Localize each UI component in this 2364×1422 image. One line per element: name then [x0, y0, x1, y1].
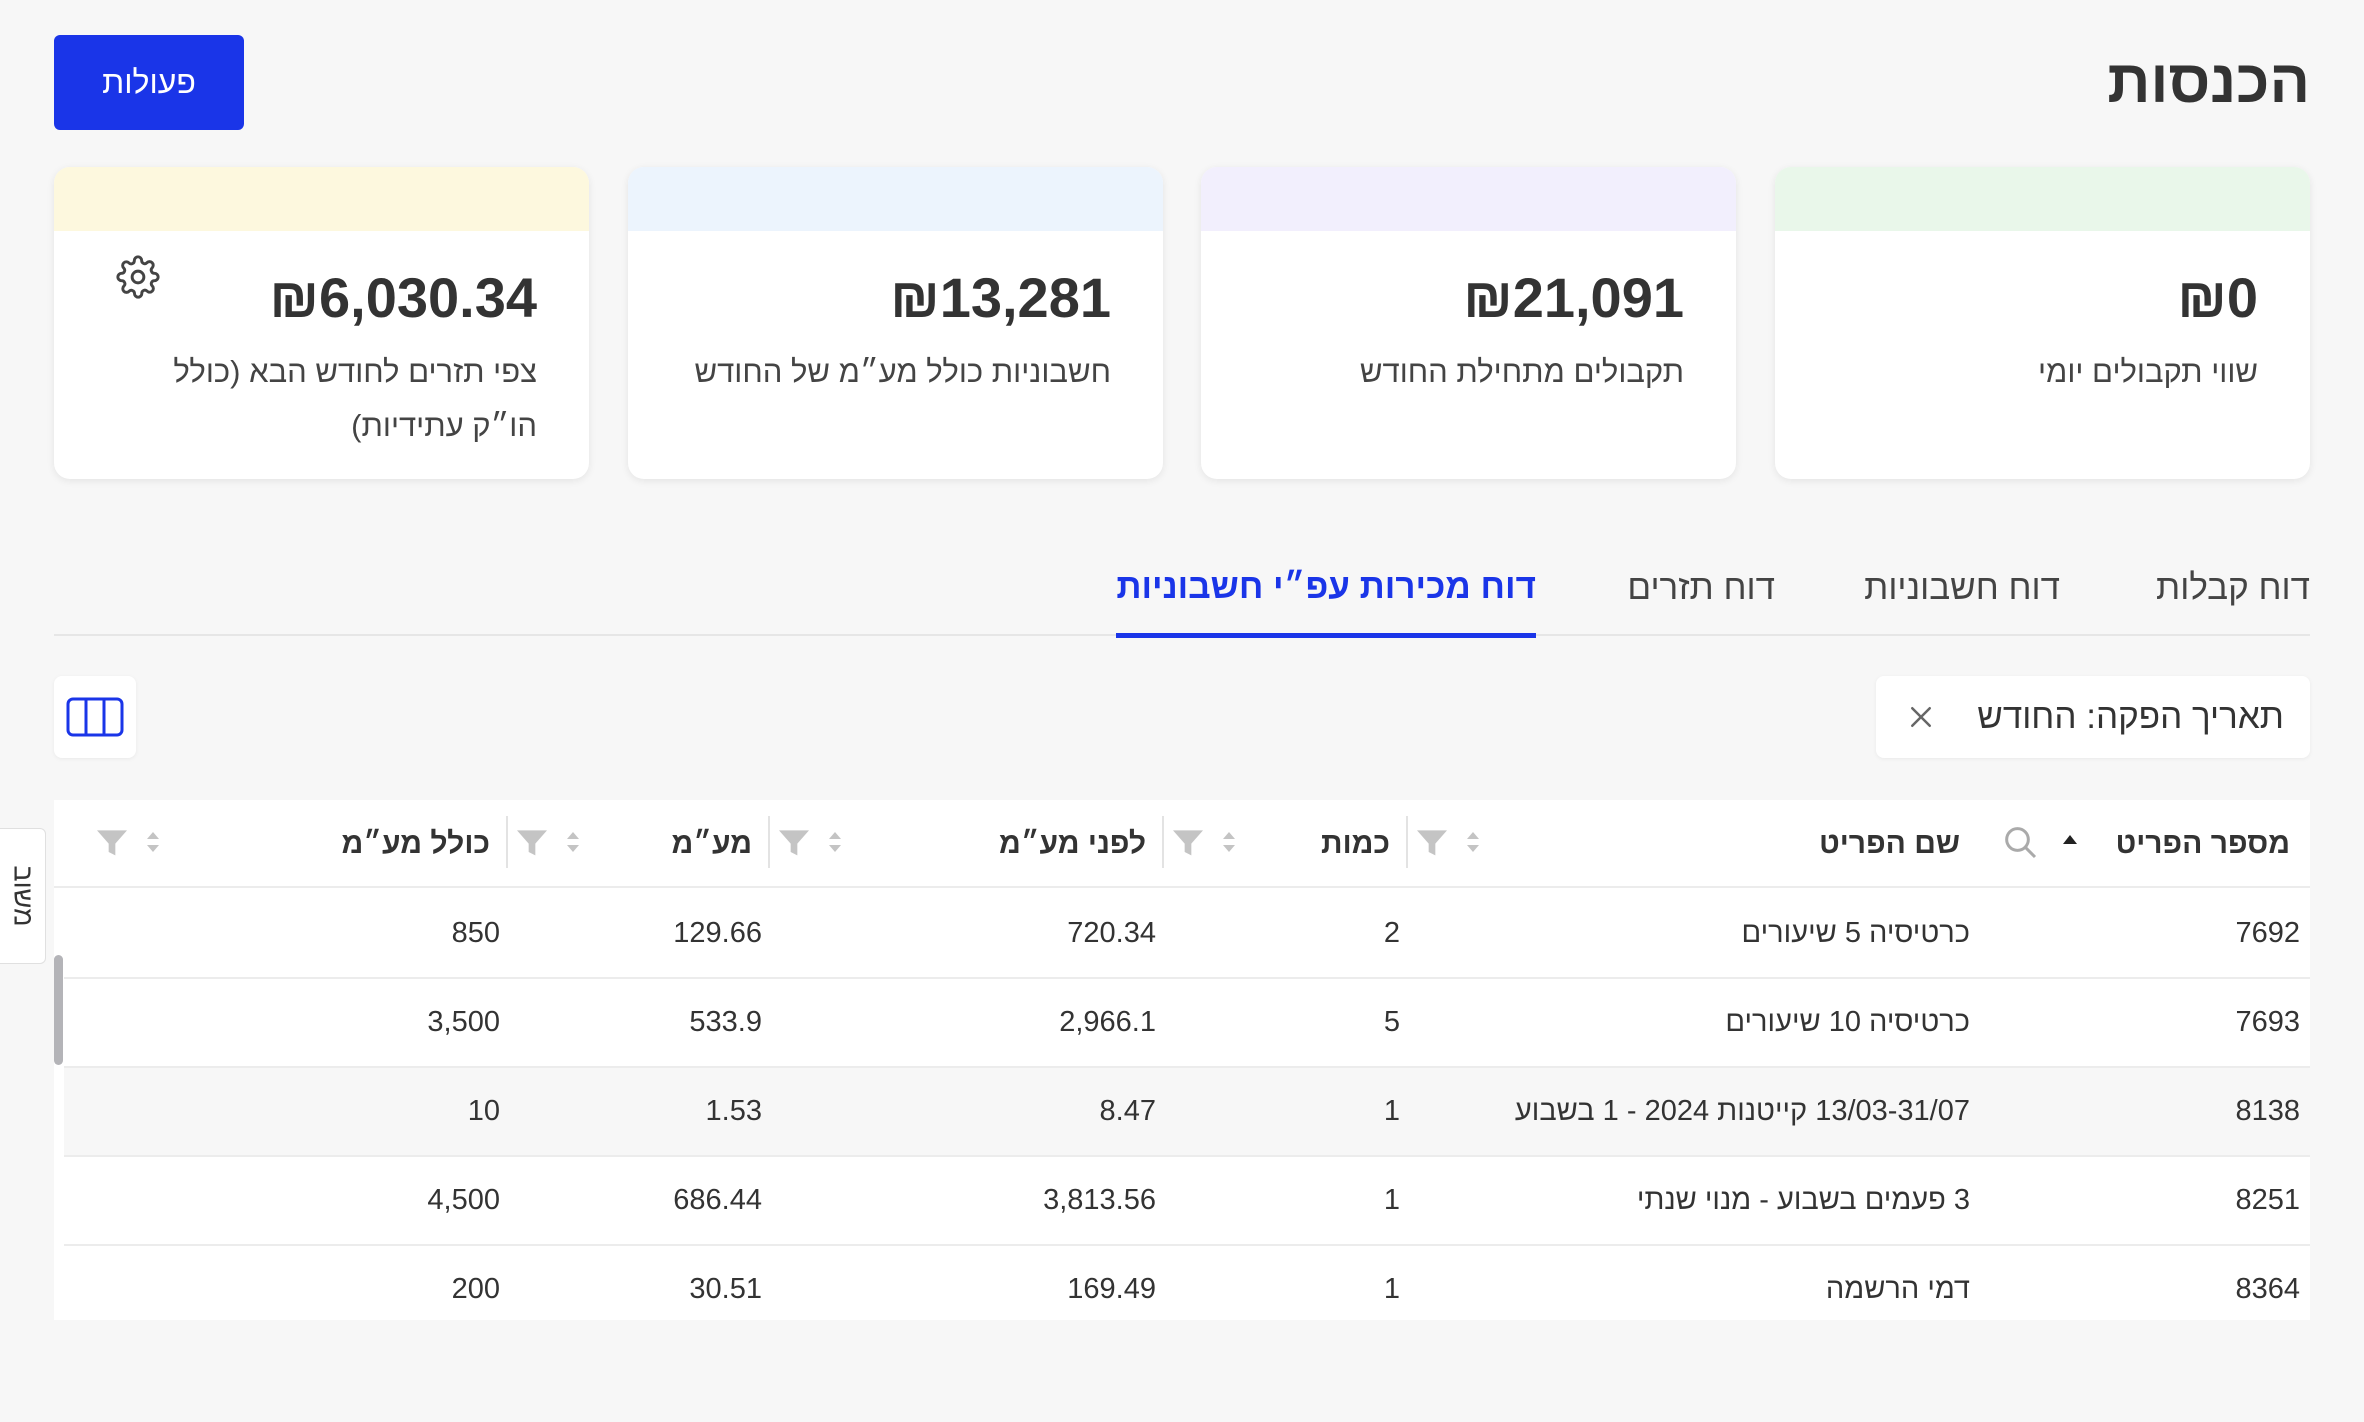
cell-before-vat: 2,966.1	[1059, 1006, 1156, 1038]
table-row[interactable]: 8364 דמי הרשמה 1 169.49 30.51 200	[64, 1246, 2310, 1320]
filter-chip-issue-date[interactable]: תאריך הפקה: החודש	[1876, 676, 2310, 758]
filter-icon[interactable]	[1412, 822, 1452, 862]
cell-vat: 533.9	[689, 1006, 762, 1038]
columns-icon	[66, 697, 124, 737]
actions-button[interactable]: פעולות	[54, 35, 244, 130]
kpi-card-cashflow-forecast: ₪6,030.34 צפי תזרים לחודש הבא (כולל הו״ק…	[54, 167, 589, 479]
cell-vat: 129.66	[673, 917, 762, 949]
card-band	[628, 167, 1163, 231]
close-icon[interactable]	[1906, 702, 1936, 732]
search-icon[interactable]	[2000, 822, 2040, 862]
filter-icon[interactable]	[92, 822, 132, 862]
cell-incl-vat: 10	[467, 1095, 500, 1127]
column-header-before-vat[interactable]: לפני מע״מ	[999, 827, 1146, 860]
kpi-label: חשבוניות כולל מע״מ של החודש	[694, 354, 1111, 389]
feedback-tab[interactable]: משוב	[0, 828, 46, 964]
sales-table: מספר הפריט שם הפריט כמות לפני מע״מ מע״מ	[54, 800, 2310, 1320]
sort-icon[interactable]	[140, 822, 166, 862]
table-row[interactable]: 7693 כרטיסיה 10 שיעורים 5 2,966.1 533.9 …	[64, 979, 2310, 1068]
table-row[interactable]: 8138 13/03-31/07 קייטנות 2024 - 1 בשבוע …	[64, 1068, 2310, 1157]
kpi-card-month-invoices: ₪13,281 חשבוניות כולל מע״מ של החודש	[628, 167, 1163, 479]
filter-icon[interactable]	[512, 822, 552, 862]
kpi-label: תקבולים מתחילת החודש	[1359, 354, 1684, 389]
cell-incl-vat: 200	[451, 1273, 500, 1305]
tab-sales-by-invoices-report[interactable]: דוח מכירות עפ״י חשבוניות	[1116, 540, 1536, 638]
cell-incl-vat: 4,500	[427, 1184, 500, 1216]
gear-icon[interactable]	[116, 255, 160, 299]
feedback-label: משוב	[8, 865, 38, 927]
cell-quantity: 1	[1383, 1273, 1400, 1305]
kpi-value: ₪0	[2177, 266, 2258, 329]
cell-vat: 30.51	[689, 1273, 762, 1305]
table-row[interactable]: 8251 3 פעמים בשבוע - מנוי שנתי 1 3,813.5…	[64, 1157, 2310, 1246]
kpi-value: ₪6,030.34	[269, 266, 537, 329]
column-separator	[1406, 816, 1408, 868]
page-title: הכנסות	[2107, 48, 2310, 115]
cell-item-name: דמי הרשמה	[1825, 1273, 1970, 1305]
column-header-vat[interactable]: מע״מ	[671, 827, 752, 860]
table-header: מספר הפריט שם הפריט כמות לפני מע״מ מע״מ	[54, 800, 2310, 888]
filter-icon[interactable]	[774, 822, 814, 862]
tab-receipts-report[interactable]: דוח קבלות	[2156, 568, 2310, 607]
sort-asc-icon[interactable]	[2058, 822, 2082, 862]
sort-icon[interactable]	[1460, 822, 1486, 862]
cell-before-vat: 3,813.56	[1043, 1184, 1156, 1216]
tab-invoices-report[interactable]: דוח חשבוניות	[1864, 568, 2060, 607]
table-row[interactable]: 7692 כרטיסיה 5 שיעורים 2 720.34 129.66 8…	[64, 890, 2310, 979]
table-body: 7692 כרטיסיה 5 שיעורים 2 720.34 129.66 8…	[64, 890, 2310, 1320]
column-header-item-number[interactable]: מספר הפריט	[2115, 827, 2290, 860]
cell-before-vat: 169.49	[1067, 1273, 1156, 1305]
column-header-item-name[interactable]: שם הפריט	[1819, 827, 1960, 860]
cell-item-number: 8251	[2235, 1184, 2300, 1216]
cell-item-number: 8364	[2235, 1273, 2300, 1305]
tab-cashflow-report[interactable]: דוח תזרים	[1627, 568, 1775, 607]
sort-icon[interactable]	[822, 822, 848, 862]
column-header-incl-vat[interactable]: כולל מע״מ	[341, 827, 490, 860]
cell-quantity: 2	[1383, 917, 1400, 949]
card-band	[1201, 167, 1736, 231]
column-separator	[1162, 816, 1164, 868]
kpi-label: שווי תקבולים יומי	[2037, 354, 2258, 389]
columns-toggle-button[interactable]	[54, 676, 136, 758]
cell-item-number: 7692	[2235, 917, 2300, 949]
sort-icon[interactable]	[560, 822, 586, 862]
cell-quantity: 1	[1383, 1184, 1400, 1216]
column-separator	[768, 816, 770, 868]
column-header-quantity[interactable]: כמות	[1321, 827, 1390, 860]
cell-item-name: 3 פעמים בשבוע - מנוי שנתי	[1636, 1184, 1970, 1216]
card-band	[54, 167, 589, 231]
cell-item-name: כרטיסיה 5 שיעורים	[1741, 917, 1970, 949]
cell-incl-vat: 850	[451, 917, 500, 949]
cell-before-vat: 8.47	[1099, 1095, 1156, 1127]
filter-chip-label: תאריך הפקה: החודש	[1977, 697, 2284, 736]
cell-item-number: 8138	[2235, 1095, 2300, 1127]
cell-quantity: 1	[1383, 1095, 1400, 1127]
kpi-value: ₪21,091	[1463, 266, 1684, 329]
table-scrollbar[interactable]	[54, 955, 63, 1065]
kpi-label: צפי תזרים לחודש הבא (כולל הו״ק עתידיות)	[173, 354, 537, 443]
cell-item-number: 7693	[2235, 1006, 2300, 1038]
cell-item-name: 13/03-31/07 קייטנות 2024 - 1 בשבוע	[1514, 1095, 1970, 1127]
report-tabs: דוח קבלות דוח חשבוניות דוח תזרים דוח מכי…	[54, 540, 2310, 638]
kpi-value: ₪13,281	[890, 266, 1111, 329]
sort-icon[interactable]	[1216, 822, 1242, 862]
column-separator	[506, 816, 508, 868]
cell-incl-vat: 3,500	[427, 1006, 500, 1038]
cell-vat: 686.44	[673, 1184, 762, 1216]
cell-item-name: כרטיסיה 10 שיעורים	[1725, 1006, 1970, 1038]
cell-vat: 1.53	[705, 1095, 762, 1127]
kpi-card-daily-receipts: ₪0 שווי תקבולים יומי	[1775, 167, 2310, 479]
cell-quantity: 5	[1383, 1006, 1400, 1038]
kpi-card-month-receipts: ₪21,091 תקבולים מתחילת החודש	[1201, 167, 1736, 479]
card-band	[1775, 167, 2310, 231]
cell-before-vat: 720.34	[1067, 917, 1156, 949]
filter-icon[interactable]	[1168, 822, 1208, 862]
kpi-cards: ₪0 שווי תקבולים יומי ₪21,091 תקבולים מתח…	[54, 167, 2310, 479]
